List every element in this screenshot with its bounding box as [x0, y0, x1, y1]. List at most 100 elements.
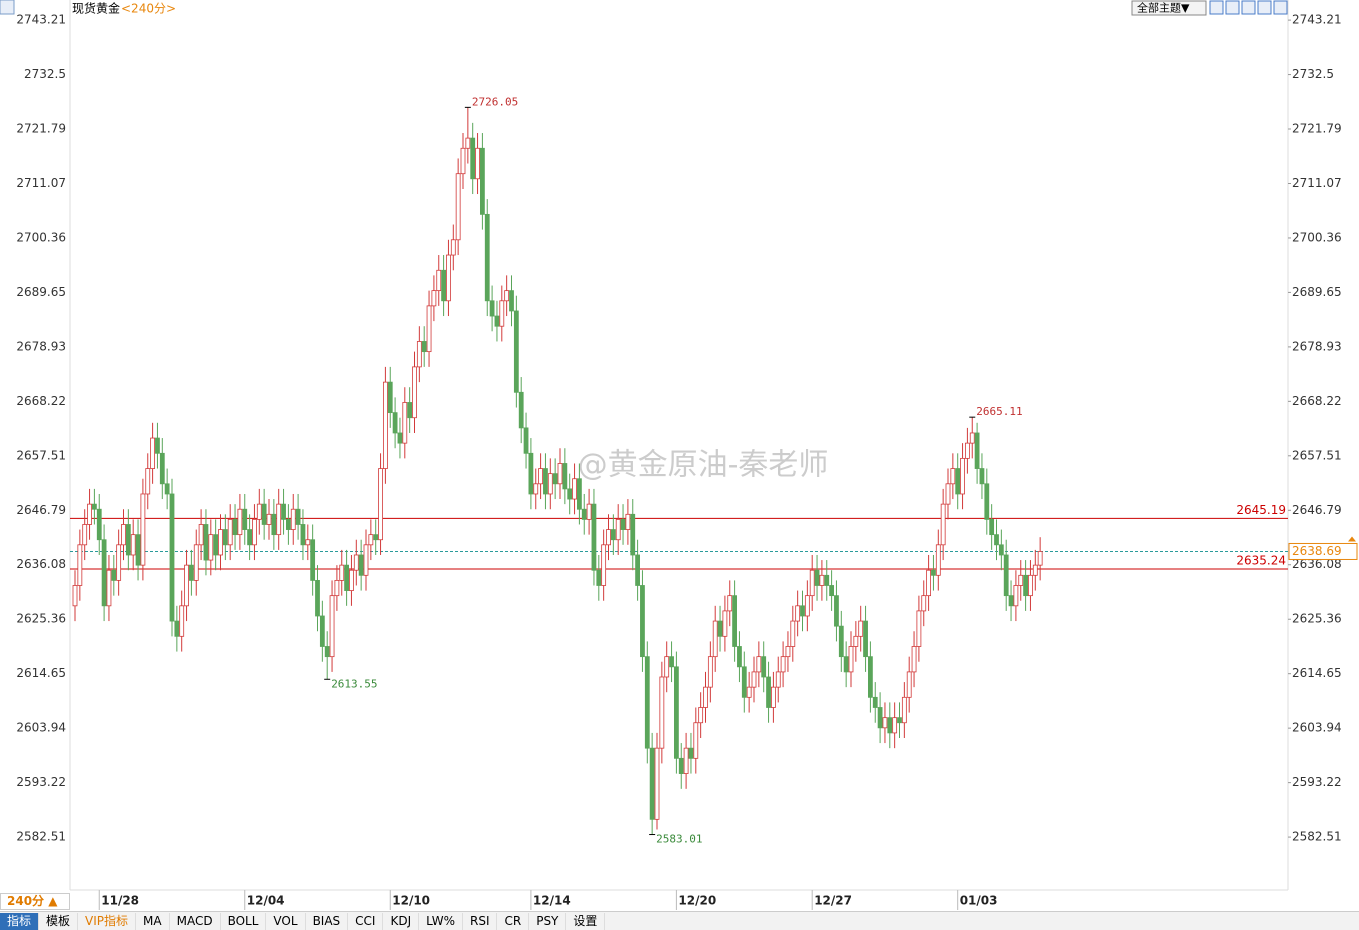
candle-body — [125, 524, 131, 556]
candle-body — [339, 564, 345, 581]
toolbar-tab[interactable]: CR — [497, 912, 530, 930]
candle-body — [994, 534, 999, 546]
candle-body — [174, 620, 180, 637]
toolbar-tab[interactable]: 设置 — [566, 912, 606, 930]
candle-body — [353, 554, 359, 571]
candle-body — [96, 508, 102, 541]
tool-icon[interactable] — [1209, 0, 1224, 15]
y-tick-label: 2668.22 — [16, 394, 66, 408]
toolbar-tab[interactable]: CCI — [348, 912, 384, 930]
candle-body — [751, 671, 757, 688]
candle-body — [1018, 574, 1024, 586]
candle-body — [567, 488, 573, 500]
candle-body — [1003, 554, 1009, 597]
tool-icon[interactable] — [1225, 0, 1240, 15]
y-tick-label: 2657.51 — [16, 448, 66, 462]
candle-body — [208, 534, 214, 561]
y-tick-label-right: 2636.08 — [1292, 557, 1342, 571]
candle-body — [378, 468, 383, 541]
candle-body — [911, 646, 917, 673]
candle-body — [892, 717, 898, 734]
toolbar-tab[interactable]: LW% — [419, 912, 463, 930]
y-tick-label: 2625.36 — [16, 612, 66, 626]
timeframe-selector[interactable]: 240分 ▲ — [0, 893, 70, 910]
candle-body — [698, 707, 704, 724]
candle-body — [848, 646, 854, 673]
candle-body — [523, 427, 529, 454]
candle-body — [475, 147, 480, 180]
x-tick-label: 12/04 — [247, 894, 285, 908]
candle-body — [300, 524, 306, 546]
candle-body — [659, 676, 665, 749]
candle-body — [77, 544, 83, 586]
y-tick-label-right: 2689.65 — [1292, 285, 1342, 299]
candle-body — [601, 544, 607, 586]
candle-body — [615, 518, 621, 541]
theme-button[interactable] — [1131, 0, 1207, 16]
candle-body — [654, 747, 660, 820]
candle-body — [935, 544, 941, 576]
candle-body — [543, 468, 548, 495]
candle-body — [387, 381, 393, 414]
candle-body — [135, 534, 141, 566]
candle-body — [882, 717, 888, 729]
candle-body — [489, 300, 495, 317]
toolbar-tab[interactable]: VIP指标 — [78, 912, 137, 930]
theme-button-label[interactable]: 全部主题▼ — [1137, 1, 1190, 15]
toolbar-tab[interactable]: BIAS — [306, 912, 349, 930]
candle-body — [1013, 585, 1019, 607]
candle-body — [184, 564, 189, 607]
toolbar-tab[interactable]: MA — [136, 912, 170, 930]
candle-body — [155, 437, 160, 454]
y-tick-label-right: 2582.51 — [1292, 830, 1342, 844]
y-tick-label: 2636.08 — [16, 557, 66, 571]
candle-body — [290, 508, 296, 530]
candle-body — [247, 529, 253, 546]
low-label: 2583.01 — [656, 833, 702, 846]
candle-body — [727, 595, 733, 612]
toolbar-tab[interactable]: BOLL — [221, 912, 267, 930]
candle-body — [436, 269, 442, 292]
candle-body — [121, 524, 126, 546]
candle-body — [72, 585, 78, 607]
y-tick-label: 2732.5 — [24, 67, 66, 81]
chart-title: 现货黄金 — [72, 1, 120, 16]
x-tick-label: 12/14 — [533, 894, 571, 908]
candle-body — [737, 646, 742, 668]
candle-body — [150, 437, 156, 469]
candle-body — [256, 503, 262, 520]
toolbar-tab[interactable]: RSI — [463, 912, 498, 930]
candle-body — [363, 544, 369, 576]
toolbar-tab[interactable]: VOL — [266, 912, 306, 930]
x-tick-label: 11/28 — [101, 894, 139, 908]
y-tick-label-right: 2700.36 — [1292, 230, 1342, 244]
high-label: 2726.05 — [472, 95, 518, 108]
toolbar-tab[interactable]: 指标 — [0, 912, 40, 930]
candle-body — [897, 717, 902, 724]
tool-icon[interactable] — [1241, 0, 1256, 15]
toolbar-tab[interactable]: PSY — [529, 912, 567, 930]
candle-body — [130, 534, 136, 556]
candle-body — [285, 518, 291, 530]
tool-icon[interactable] — [1257, 0, 1272, 15]
candle-body — [664, 656, 670, 678]
candle-body — [581, 508, 587, 520]
tool-icon[interactable] — [1273, 0, 1288, 15]
candle-body — [901, 696, 907, 724]
candle-body — [368, 534, 374, 546]
candle-body — [630, 513, 636, 556]
toolbar-tab[interactable]: KDJ — [383, 912, 420, 930]
y-tick-label-right: 2646.79 — [1292, 503, 1342, 517]
toolbar-tab[interactable]: 模板 — [39, 912, 79, 930]
y-tick-label-right: 2625.36 — [1292, 612, 1342, 626]
candle-body — [722, 610, 728, 637]
toolbar-tab[interactable]: MACD — [170, 912, 221, 930]
y-tick-label: 2678.93 — [16, 339, 66, 353]
candle-body — [1028, 574, 1033, 597]
y-tick-label: 2582.51 — [16, 830, 66, 844]
collapse-icon[interactable] — [0, 0, 15, 15]
candle-body — [649, 747, 655, 820]
candle-body — [795, 605, 801, 622]
candle-body — [315, 579, 320, 617]
candle-body — [843, 656, 849, 673]
